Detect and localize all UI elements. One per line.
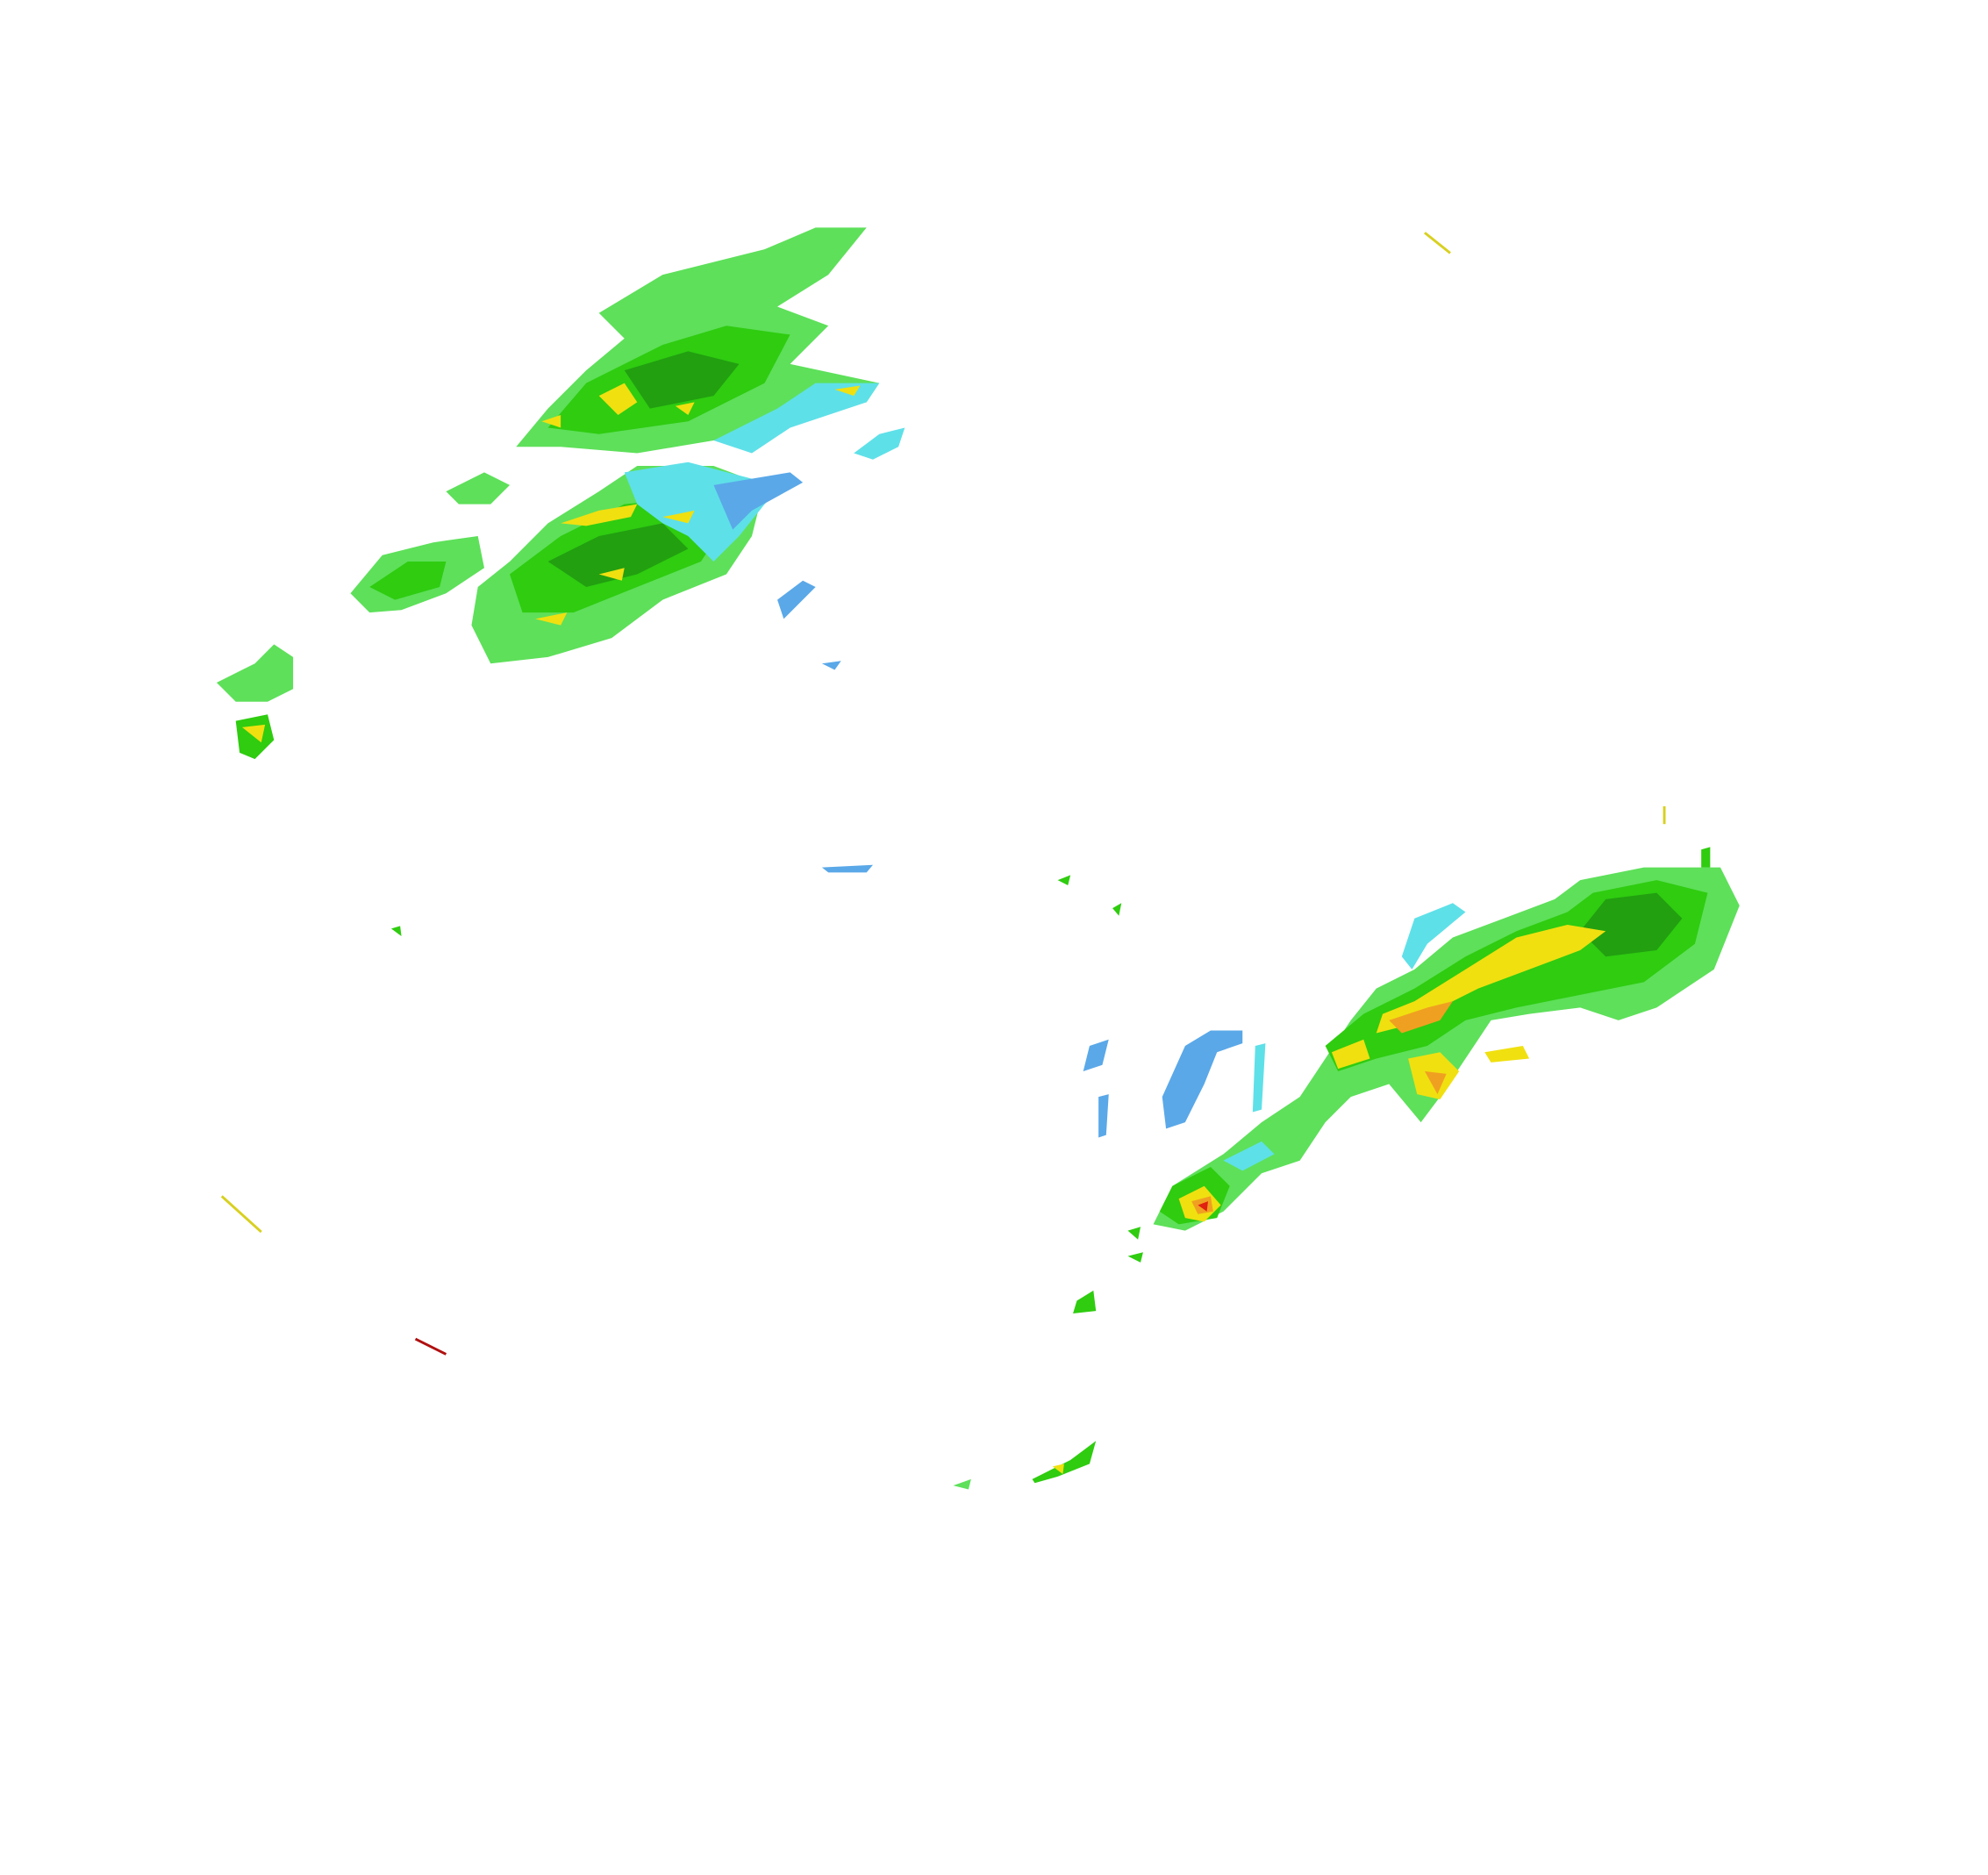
- southeast-squall-line: [1153, 867, 1740, 1231]
- radial-spike-artifacts: [220, 232, 1666, 1356]
- light-precipitation-echoes: [777, 580, 1266, 1138]
- northwest-precipitation-area: [216, 227, 905, 760]
- northwest-heavy-cores: [241, 383, 861, 743]
- isolated-small-echoes: [390, 847, 1711, 1490]
